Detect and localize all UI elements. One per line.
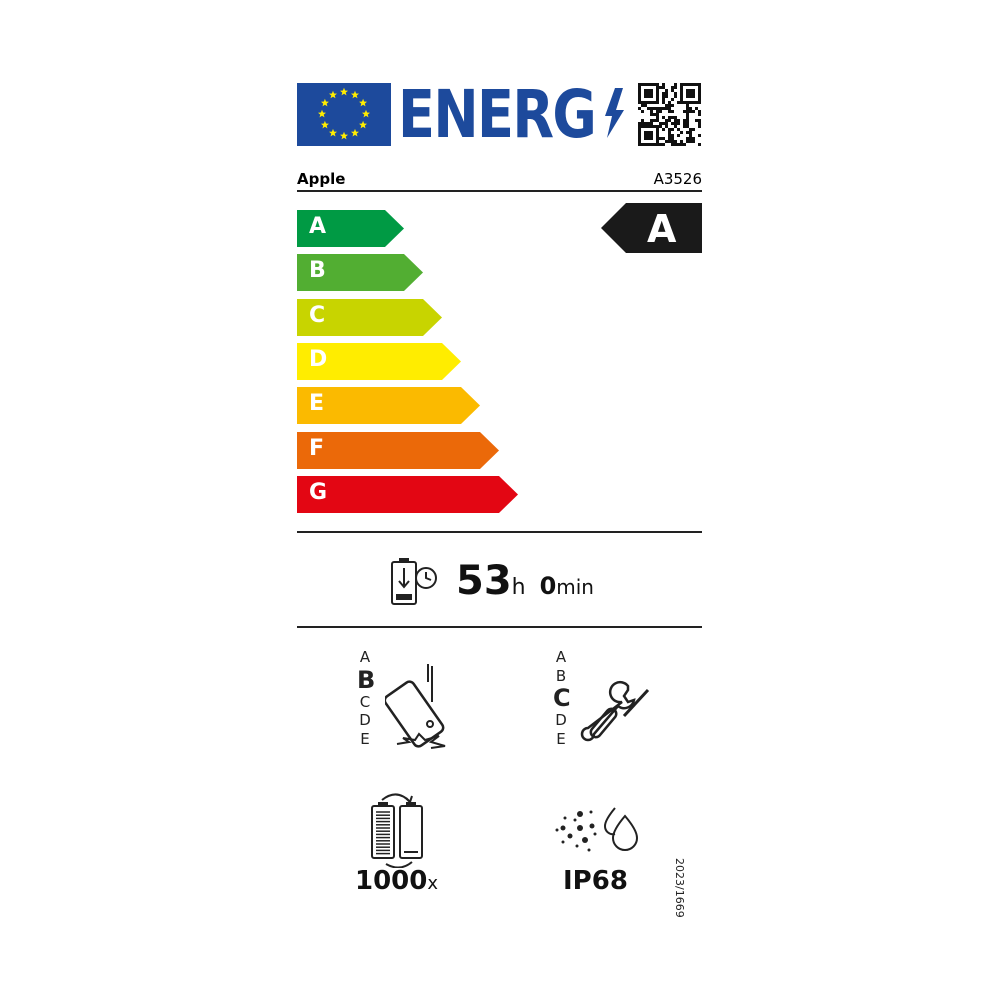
energy-class-arrow-c: C xyxy=(297,298,443,336)
energy-class-letter: B xyxy=(309,258,326,284)
energy-class-indicator: A xyxy=(601,203,702,257)
scale-letter-b: B xyxy=(555,666,567,685)
energy-class-letter: G xyxy=(309,479,328,505)
energy-class-letter: F xyxy=(309,435,325,461)
scale-letter-d: D xyxy=(359,711,371,729)
scale-letter-e: E xyxy=(556,729,566,748)
divider xyxy=(297,190,702,192)
star-icon xyxy=(351,90,359,99)
qr-code-icon xyxy=(638,83,701,146)
star-icon xyxy=(329,128,337,137)
dust-water-icon xyxy=(555,807,639,852)
energy-class-letter: D xyxy=(309,346,328,372)
energy-class-letter: E xyxy=(309,391,325,417)
star-icon xyxy=(329,90,337,99)
supplier-name: Apple xyxy=(297,170,346,188)
scale-letter-d: D xyxy=(555,711,567,729)
energy-class-arrow-a: A xyxy=(297,210,405,247)
model-identifier: A3526 xyxy=(653,170,702,188)
star-icon xyxy=(340,87,348,96)
star-icon xyxy=(351,128,359,137)
star-icon xyxy=(362,109,370,118)
scale-letter-c: C xyxy=(553,684,571,712)
eu-flag-icon xyxy=(297,83,391,146)
scale-letter-e: E xyxy=(360,729,370,748)
lightning-bolt-icon xyxy=(605,88,624,138)
battery-endurance-icon xyxy=(391,558,437,605)
star-icon xyxy=(359,120,367,129)
energy-class-arrow-f: F xyxy=(297,431,500,469)
divider xyxy=(297,626,702,628)
energy-class-letter: C xyxy=(309,302,326,328)
scale-letter-a: A xyxy=(555,648,567,666)
divider xyxy=(297,531,702,533)
battery-endurance-value: 53h 0min xyxy=(456,558,594,604)
star-icon xyxy=(340,131,348,140)
phone-drop-icon xyxy=(385,664,446,749)
star-icon xyxy=(321,98,329,107)
ingress-protection-value: IP68 xyxy=(563,866,628,896)
energy-class-arrow-b: B xyxy=(297,254,424,292)
star-icon xyxy=(321,120,329,129)
regulation-number: 2023/1669 xyxy=(673,858,686,918)
energy-logo-text: ENERG xyxy=(398,76,597,153)
battery-cycles-icon xyxy=(371,793,423,868)
star-icon xyxy=(318,109,326,118)
energy-class-rating: A xyxy=(647,207,677,251)
scale-letter-b: B xyxy=(357,665,376,694)
tools-icon xyxy=(580,680,650,742)
star-icon xyxy=(359,98,367,107)
energy-class-letter: A xyxy=(309,214,327,239)
scale-letter-c: C xyxy=(359,692,371,711)
energy-class-arrow-g: G xyxy=(297,475,519,513)
energy-class-arrow-d: D xyxy=(297,342,462,380)
energy-class-arrow-e: E xyxy=(297,387,481,425)
scale-letter-a: A xyxy=(359,648,371,666)
battery-cycles-value: 1000x xyxy=(355,866,439,896)
